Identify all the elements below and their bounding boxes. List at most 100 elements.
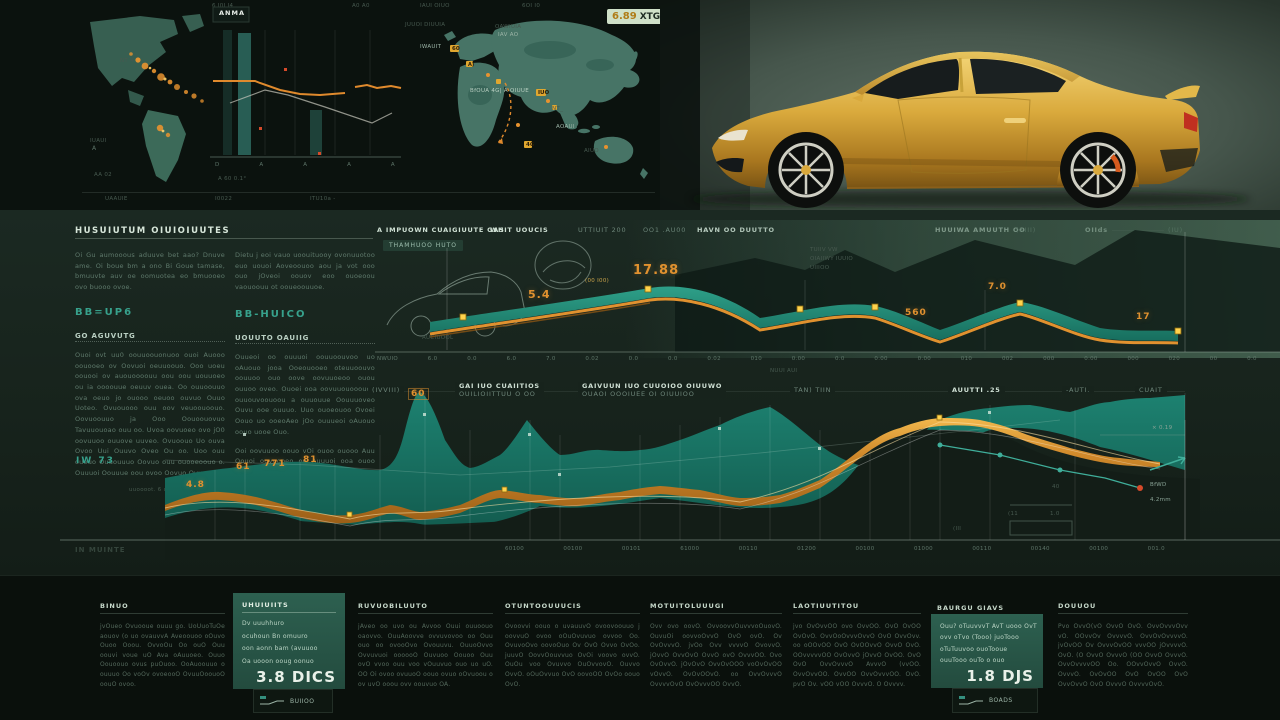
card-line: Dv uuuhhuro bbox=[242, 620, 285, 627]
tick-label: 0.0 bbox=[668, 356, 678, 362]
tick-label: A bbox=[303, 162, 308, 168]
tick-label: 0.00 bbox=[1084, 356, 1098, 362]
americas-label: IUAUI bbox=[90, 138, 107, 144]
top-footer-label: ITU10a - bbox=[310, 196, 336, 202]
ribbon-chart bbox=[375, 220, 1280, 358]
chart2-header: CUAIT bbox=[1135, 386, 1167, 394]
worldmap-label: IAV AO bbox=[498, 32, 519, 38]
info-card: BINUO jvOueo Ovuooue ouuu go. UoUuoTuOe … bbox=[100, 602, 225, 695]
info-card: DOUUOU Pvo OvvO(vO OvvO OvO. OvvOvvvOvv … bbox=[1058, 602, 1188, 695]
ribbon-highlight-strand bbox=[164, 421, 1161, 520]
card-body: Pvo OvvO(vO OvvO OvO. OvvOvvvOvv vO. OOv… bbox=[1058, 623, 1188, 688]
teal-subheading: BB=UP6 bbox=[75, 306, 134, 318]
tick-label: 00101 bbox=[621, 546, 641, 552]
card-heading: OTUNTOOUUUCIS bbox=[505, 602, 640, 614]
card-heading: DOUUOU bbox=[1058, 602, 1188, 614]
americas-label: AA 02 bbox=[94, 172, 112, 178]
chart2-header: -AUTI. bbox=[1062, 386, 1095, 394]
car-door-seam bbox=[897, 96, 1031, 174]
top-dashboard-band: 6 I0I I4 A0 A0 IAUI OIUO 6OI I0 A IUAUI bbox=[0, 0, 666, 210]
tick-label: 00100 bbox=[563, 546, 583, 552]
tick-label: 010 bbox=[750, 356, 763, 362]
card-heading: BINUO bbox=[100, 602, 225, 614]
data-callout: 560 bbox=[905, 308, 927, 318]
car-side-mirror bbox=[852, 94, 864, 102]
car-photo bbox=[660, 0, 1280, 210]
chart1-header: WHIT UOUCIS bbox=[490, 226, 549, 234]
sketch-label: AUCIUOOL bbox=[422, 335, 454, 341]
car-shadow bbox=[690, 190, 1250, 208]
chart1-header: A IMPUOWN CUAIGIUUTE GAS bbox=[377, 226, 505, 234]
tick-label: 60100 bbox=[505, 546, 524, 552]
alert-dot bbox=[1137, 485, 1143, 491]
ribbon-area bbox=[430, 286, 1178, 341]
card-line: oon aonn bam (avuuoo bbox=[242, 645, 318, 653]
sparkline-icon bbox=[959, 695, 983, 704]
annotation: 40 bbox=[1052, 484, 1060, 490]
tick-label: 0.0 bbox=[628, 356, 639, 362]
sparkline-box: BUIIOO bbox=[253, 689, 333, 713]
car-brake-caliper bbox=[1110, 154, 1121, 173]
tick-label: 6.0 bbox=[506, 356, 517, 362]
card-body: Ovv ovo oovO. OvvoovvOuvvvoOuovO. OuvuOi… bbox=[650, 623, 782, 688]
tick-label: 020 bbox=[1168, 356, 1181, 362]
info-card: LAOTIUUTITOU jvo OvOvvOO ovo OvvOO. OvO … bbox=[793, 602, 921, 695]
car-rear-window bbox=[970, 58, 1066, 94]
top-footer-label: I0022 bbox=[215, 196, 233, 202]
worldmap-label: AOAUI bbox=[556, 124, 575, 130]
gridlines bbox=[214, 393, 1186, 540]
worldmap-gold-tag: A) bbox=[468, 62, 475, 68]
info-card: RUVUOBILUUTO jAveo oo uvo ou Avvoo Ouui … bbox=[358, 602, 493, 695]
top-micro-label: 6 I0I I4 bbox=[212, 3, 234, 9]
data-callout-boxed: 60 bbox=[408, 388, 429, 400]
worldmap-label: IWAUIT bbox=[420, 44, 442, 50]
axis-corner-label: IN MUINTE bbox=[75, 546, 126, 554]
tick-label: 61000 bbox=[680, 546, 700, 552]
paragraph: Dietu j eoi vauo uoouituooy ovonuuotoo e… bbox=[235, 251, 375, 292]
car-door-handle bbox=[1004, 118, 1026, 123]
chart2-header: GAI IUO CUAIITIOS OUILIOIITTUU O OO bbox=[455, 382, 544, 398]
world-map bbox=[444, 20, 648, 179]
annotation: × 0.19 bbox=[1152, 425, 1173, 431]
annotation: 4.2mm bbox=[1150, 497, 1171, 503]
top-micro-label: IAUI OIUO bbox=[420, 3, 450, 9]
tick-label: 00100 bbox=[855, 546, 875, 552]
chart1-header: UTTIUIT 200 bbox=[578, 226, 627, 234]
annotation: (III bbox=[953, 526, 962, 532]
chart2-header-line: GAI IUO CUAIITIOS bbox=[459, 382, 540, 390]
car-rear-diffuser bbox=[1160, 148, 1198, 172]
map-label: A bbox=[92, 145, 97, 152]
chart2-header: GAIVUUN IUO CUUOIOO OIUUWO OUAOI OOOIUEE… bbox=[578, 382, 727, 398]
badge-unit: XTG bbox=[639, 11, 661, 22]
copy-column-2: Dietu j eoi vauo uoouituooy ovonuuotoo e… bbox=[235, 250, 375, 499]
worldmap-gold-tag: IUO bbox=[538, 90, 550, 96]
band-markers bbox=[346, 414, 943, 518]
top-footer-rule bbox=[82, 192, 655, 193]
mountain-silhouette bbox=[675, 230, 1280, 352]
footnote: uuoooot. 6 od bbox=[128, 486, 172, 493]
paragraph: Ouueoi oo ouuuoi oouuoouvoo uo oAuouo jo… bbox=[235, 352, 375, 436]
americas-label: NT 4 bbox=[120, 58, 134, 64]
card-heading: UHUIUIITS bbox=[242, 601, 336, 613]
mini-bar-line-chart bbox=[210, 6, 402, 158]
mini-chart-title: ANMA bbox=[219, 9, 245, 17]
tick-label: 00110 bbox=[738, 546, 758, 552]
side-note-line: OIAIIWY IUUIO bbox=[810, 255, 854, 262]
side-note-line: UIIIOO bbox=[810, 264, 830, 271]
tick-label: 0.0 bbox=[1247, 356, 1257, 362]
card-body: jAveo oo uvo ou Avvoo Ouui ouuoouo oaovv… bbox=[358, 623, 493, 688]
chart1-axis-ticks: NWUIO 6.0 0.0 6.0 7.0 0.02 0.0 0.0 0.02 010 0.00 0.… bbox=[377, 356, 1257, 362]
tick-label: 6.0 bbox=[427, 356, 438, 362]
tick-label: NWUIO bbox=[377, 356, 399, 362]
car-front-wheel bbox=[768, 132, 844, 208]
top-micro-label: A0 A0 bbox=[352, 3, 370, 9]
tick-label: 00110 bbox=[972, 546, 992, 552]
top-footer-label: UAAUIE bbox=[105, 196, 128, 202]
card-line: oTuTuuvoo ouoTooue bbox=[940, 645, 1008, 653]
tick-label: 7.0 bbox=[546, 356, 556, 362]
chart2-header-line: OUAOI OOOIUEE OI OIUUIOO bbox=[582, 390, 695, 398]
car-headlight bbox=[718, 129, 748, 141]
tick-label: 01200 bbox=[797, 546, 817, 552]
